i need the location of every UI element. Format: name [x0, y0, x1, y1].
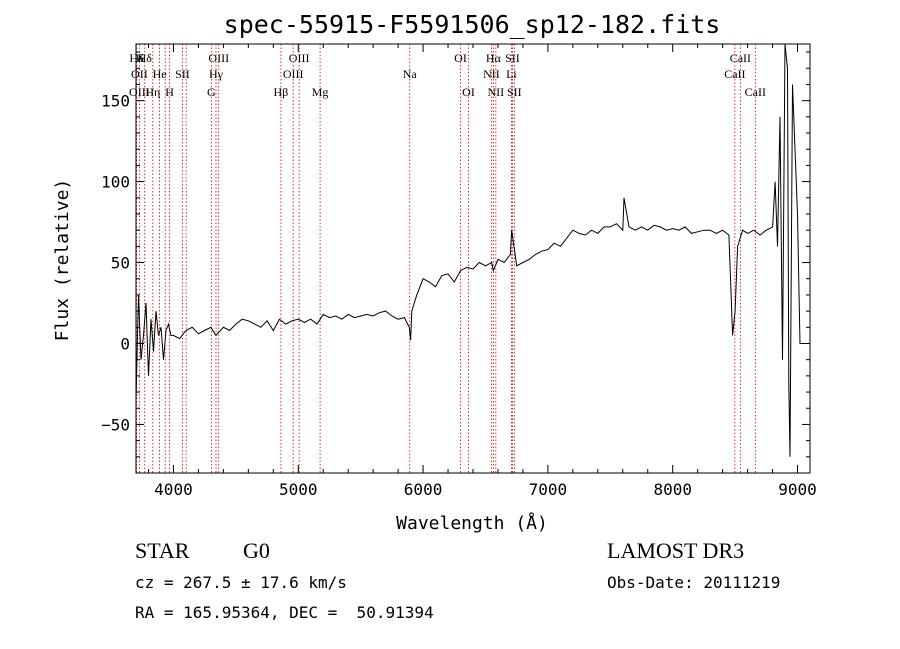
y-axis-ticks: −50 0 50 100 150	[101, 51, 810, 474]
emission-line-label: OIII	[129, 85, 150, 99]
emission-line-label: SII	[175, 67, 190, 81]
y-axis-label: Flux (relative)	[52, 179, 73, 342]
emission-line-label: Hγ	[209, 67, 224, 81]
plot-frame	[135, 43, 811, 474]
emission-line-label: OII	[131, 67, 148, 81]
emission-line-label: CaII	[745, 85, 766, 99]
x-tick-label: 5000	[279, 480, 318, 499]
redshift-velocity: cz = 267.5 ± 17.6 km/s	[135, 573, 347, 592]
emission-line-label: OIII	[283, 67, 304, 81]
emission-line-label: Hη	[145, 85, 160, 99]
emission-line-markers	[136, 44, 756, 473]
emission-line-label: K	[136, 51, 145, 65]
emission-line-label: OI	[462, 85, 475, 99]
emission-line-label: Li	[506, 67, 517, 81]
x-tick-label: 8000	[653, 480, 692, 499]
x-axis-label: Wavelength (Å)	[396, 512, 548, 534]
emission-line-label: Hδ	[129, 51, 144, 65]
coordinates: RA = 165.95364, DEC = 50.91394	[135, 603, 434, 622]
emission-line-label: OIII	[208, 51, 229, 65]
x-tick-label: 9000	[778, 480, 817, 499]
survey-name: LAMOST DR3	[607, 538, 745, 563]
spectrum-line	[135, 43, 810, 457]
emission-line-label: Hα	[486, 51, 502, 65]
x-tick-label: 6000	[404, 480, 443, 499]
emission-line-label: Mg	[312, 85, 329, 99]
emission-line-label: SII	[505, 51, 520, 65]
emission-line-label: OI	[454, 51, 467, 65]
x-tick-label: 7000	[529, 480, 568, 499]
y-tick-label: 0	[120, 334, 130, 353]
emission-line-label: CaII	[724, 67, 745, 81]
y-tick-label: 50	[111, 254, 130, 273]
emission-line-label: Hδ	[138, 51, 153, 65]
observation-date: Obs-Date: 20111219	[607, 573, 781, 592]
emission-line-label: He	[153, 67, 167, 81]
y-tick-label: 150	[101, 92, 130, 111]
emission-line-label: Hβ	[274, 85, 289, 99]
emission-line-label: NII	[488, 85, 505, 99]
spectral-subclass: G0	[243, 538, 270, 563]
emission-line-label: G	[207, 85, 216, 99]
x-tick-label: 4000	[154, 480, 193, 499]
y-tick-label: −50	[101, 415, 130, 434]
x-axis-ticks: 4000 5000 6000 7000 8000 9000	[147, 44, 817, 499]
emission-line-label: NII	[483, 67, 500, 81]
emission-line-label: OIII	[289, 51, 310, 65]
emission-line-label: SII	[507, 85, 522, 99]
chart-title: spec-55915-F5591506_sp12-182.fits	[224, 10, 721, 39]
emission-line-label: CaII	[730, 51, 751, 65]
emission-line-label: H	[165, 85, 174, 99]
object-class: STAR	[135, 538, 190, 563]
emission-line-label: Na	[403, 67, 418, 81]
y-tick-label: 100	[101, 173, 130, 192]
